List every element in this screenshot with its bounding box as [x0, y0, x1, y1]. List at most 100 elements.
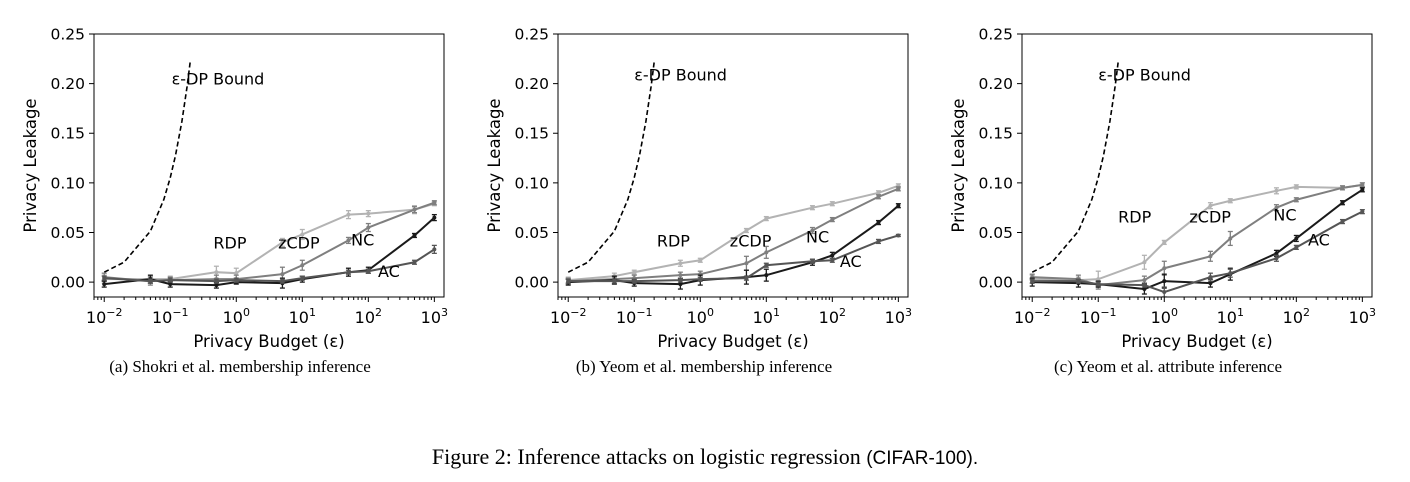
series-label-rdp: RDP [657, 231, 690, 250]
data-point [1294, 184, 1299, 189]
data-point [102, 282, 107, 287]
data-point [1162, 266, 1167, 271]
data-point [234, 271, 239, 276]
data-point [876, 194, 881, 199]
y-tick-label: 0.05 [514, 224, 549, 242]
data-point [1294, 197, 1299, 202]
y-tick-label: 0.20 [50, 75, 85, 93]
plot-frame [1021, 33, 1373, 298]
x-tick-label: 100 [1151, 306, 1178, 327]
x-tick-label: 10−1 [1080, 306, 1117, 327]
data-point [214, 283, 219, 288]
dp-bound-label: ε-DP Bound [634, 66, 727, 85]
data-point [830, 253, 835, 258]
x-tick-label: 103 [885, 306, 912, 327]
data-point [1274, 256, 1279, 261]
data-point [566, 279, 571, 284]
y-tick-label: 0.00 [978, 274, 1013, 292]
x-tick-label: 103 [1349, 306, 1376, 327]
x-tick-label: 102 [355, 306, 382, 327]
data-point [1294, 236, 1299, 241]
panel-caption-c: (c) Yeom et al. attribute inference [1054, 357, 1282, 376]
chart-panel-b: 0.00 0.05 0.10 0.15 0.20 0.25 10−2 10−1 100 101 10… [484, 22, 912, 352]
data-point [830, 201, 835, 206]
data-point [1162, 240, 1167, 245]
y-axis-label: Privacy Leakage [485, 98, 504, 232]
data-point [810, 228, 815, 233]
data-point [810, 205, 815, 210]
data-point [1208, 203, 1213, 208]
x-tick-label: 101 [753, 306, 780, 327]
data-point [280, 272, 285, 277]
y-tick-label: 0.15 [978, 125, 1013, 143]
y-tick-label: 0.20 [978, 75, 1013, 93]
dp-bound-line [1031, 62, 1119, 273]
x-tick-label: 10−2 [550, 306, 587, 327]
data-point [432, 247, 437, 252]
data-point [612, 279, 617, 284]
x-axis-label: Privacy Budget (ε) [193, 332, 344, 351]
x-tick-label: 100 [223, 306, 250, 327]
panel-caption-a: (a) Shokri et al. membership inference [109, 357, 371, 376]
data-point [1208, 281, 1213, 286]
plot-area [101, 62, 437, 289]
y-tick-label: 0.25 [50, 26, 85, 44]
data-point [234, 278, 239, 283]
data-point [280, 240, 285, 245]
data-point [1142, 287, 1147, 292]
y-tick-label: 0.05 [50, 224, 85, 242]
data-point [1162, 290, 1167, 295]
data-point [412, 233, 417, 238]
data-point [678, 282, 683, 287]
data-point [1162, 279, 1167, 284]
y-tick-label: 0.00 [514, 274, 549, 292]
dp-bound-label: ε-DP Bound [1098, 66, 1191, 85]
data-point [1142, 278, 1147, 283]
data-point [810, 259, 815, 264]
x-tick-label: 10−2 [1014, 306, 1051, 327]
x-tick-label: 10−1 [616, 306, 653, 327]
y-tick-label: 0.10 [514, 174, 549, 192]
data-point [1340, 200, 1345, 205]
data-point [214, 270, 219, 275]
series-label-nc: NC [351, 230, 374, 249]
data-point [678, 273, 683, 278]
plot-area [565, 62, 901, 290]
y-tick-label: 0.15 [50, 125, 85, 143]
dp-bound-line [103, 62, 191, 273]
data-point [896, 186, 901, 191]
data-point [1142, 260, 1147, 265]
y-axis-label: Privacy Leakage [21, 98, 40, 232]
data-point [1096, 277, 1101, 282]
series-label-zcdp: zCDP [730, 231, 772, 250]
panel-caption-b: (b) Yeom et al. membership inference [575, 357, 833, 376]
data-point [632, 279, 637, 284]
data-point [1208, 275, 1213, 280]
figure-caption-text: Figure 2: Inference attacks on logistic … [431, 444, 867, 469]
data-point [346, 270, 351, 275]
data-point [1076, 279, 1081, 284]
data-point [876, 190, 881, 195]
x-tick-label: 100 [687, 306, 714, 327]
data-point [346, 212, 351, 217]
data-point [1340, 185, 1345, 190]
x-tick-label: 102 [819, 306, 846, 327]
data-point [412, 260, 417, 265]
dp-bound-line [567, 62, 655, 273]
y-tick-label: 0.25 [978, 26, 1013, 44]
y-tick-label: 0.00 [50, 274, 85, 292]
data-point [300, 232, 305, 237]
x-tick-label: 101 [1217, 306, 1244, 327]
x-tick-label: 101 [289, 306, 316, 327]
x-tick-label: 10−1 [152, 306, 189, 327]
plot-area [1029, 62, 1365, 297]
y-tick-label: 0.20 [514, 75, 549, 93]
data-point [1274, 188, 1279, 193]
data-point [1208, 254, 1213, 259]
chart-svg: 0.00 0.05 0.10 0.15 0.20 0.25 10−2 10−1 100 101 10… [485, 26, 912, 352]
data-point [1274, 251, 1279, 256]
data-point [300, 263, 305, 268]
data-point [346, 238, 351, 243]
data-point [214, 279, 219, 284]
data-point [1228, 198, 1233, 203]
